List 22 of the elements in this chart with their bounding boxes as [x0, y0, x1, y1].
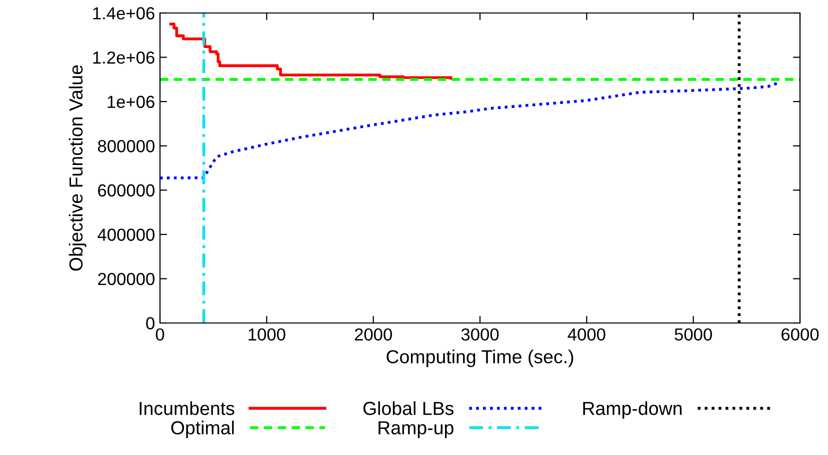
- y-axis-title: Objective Function Value: [68, 65, 86, 271]
- y-tick-label: 0: [146, 317, 154, 330]
- x-axis-title: Computing Time (sec.): [386, 350, 574, 368]
- y-tick-label: 800000: [98, 140, 154, 152]
- legend-label: Global LBs: [363, 401, 454, 416]
- x-tick-label: 1000: [248, 328, 286, 341]
- y-tick-label: 1.2e+06: [93, 51, 154, 64]
- x-tick-label: 5000: [674, 328, 712, 341]
- y-tick-label: 1.4e+06: [93, 7, 154, 20]
- legend-label: Ramp-up: [378, 421, 454, 438]
- y-tick-label: 1e+06: [108, 96, 154, 108]
- legend-label: Optimal: [171, 420, 234, 438]
- legend-label: Incumbents: [140, 401, 234, 416]
- y-tick-label: 600000: [98, 184, 154, 197]
- x-tick-label: 6000: [782, 328, 819, 341]
- x-tick-label: 3000: [461, 328, 499, 341]
- y-tick-label: 400000: [98, 228, 154, 241]
- x-tick-label: 2000: [354, 328, 392, 341]
- y-tick-label: 200000: [98, 272, 154, 286]
- x-tick-label: 4000: [568, 328, 606, 341]
- x-tick-label: 0: [156, 328, 164, 341]
- legend-label: Ramp-down: [583, 401, 682, 419]
